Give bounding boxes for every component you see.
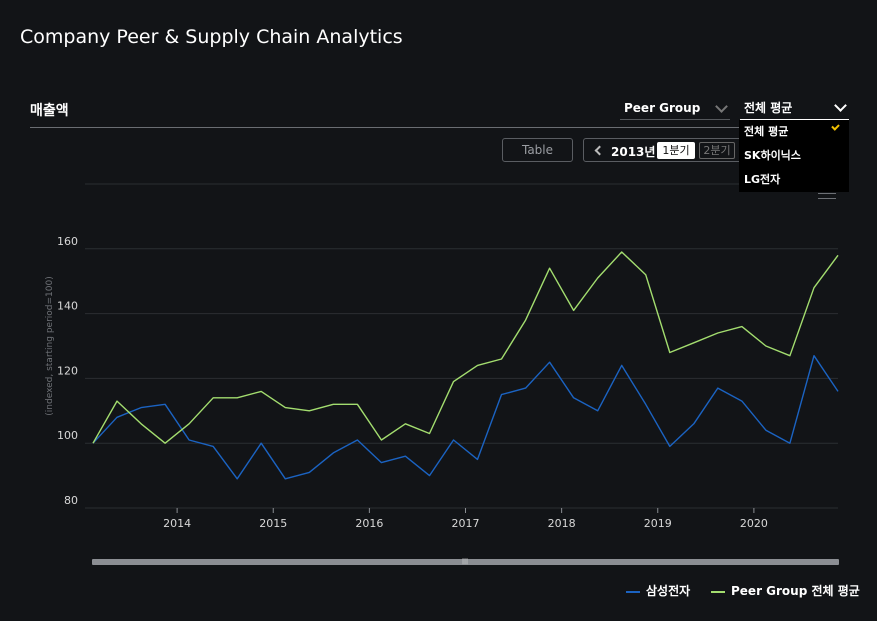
section-title: 매출액: [30, 103, 69, 119]
scroll-grip-icon[interactable]: |||: [461, 558, 469, 565]
x-tick-label: 2014: [163, 517, 191, 530]
y-tick-label: 100: [57, 429, 78, 442]
dropdown-option-lg[interactable]: LG전자: [739, 168, 849, 192]
header-divider: [30, 127, 849, 128]
dropdown-option-label: 전체 평균: [744, 125, 789, 138]
check-icon: [831, 122, 840, 131]
series-line-1[interactable]: [92, 355, 839, 480]
app-title: Company Peer & Supply Chain Analytics: [20, 26, 403, 48]
legend-item-series-1[interactable]: 삼성전자: [626, 583, 690, 599]
legend-item-series-2[interactable]: Peer Group 전체 평균: [711, 583, 860, 599]
legend-swatch: [626, 590, 640, 593]
y-tick-label: 120: [57, 364, 78, 377]
y-tick-label: 80: [64, 494, 78, 507]
quarter-1-button[interactable]: 1분기: [657, 142, 695, 159]
x-tick-label: 2020: [740, 517, 768, 530]
series-line-2[interactable]: [92, 251, 839, 444]
y-tick-label: 140: [57, 300, 78, 313]
x-tick-label: 2018: [548, 517, 576, 530]
y-axis-label: (indexed, starting period=100): [45, 276, 55, 415]
average-select[interactable]: 전체 평균: [740, 96, 849, 120]
y-tick-label: 160: [57, 235, 78, 248]
table-button[interactable]: Table: [502, 138, 573, 162]
dropdown-option-label: SK하이닉스: [744, 149, 801, 162]
peer-group-select[interactable]: Peer Group: [620, 96, 730, 120]
legend-label: 삼성전자: [646, 584, 691, 598]
x-tick-label: 2019: [644, 517, 672, 530]
x-tick-label: 2016: [355, 517, 383, 530]
legend-swatch: [711, 590, 725, 593]
period-year: 2013년: [611, 145, 656, 159]
dropdown-option-sk-hynix[interactable]: SK하이닉스: [739, 144, 849, 168]
dropdown-option-all-average[interactable]: 전체 평균: [739, 120, 849, 144]
chart-scrollbar[interactable]: |||: [92, 559, 839, 565]
quarter-2-button[interactable]: 2분기: [699, 142, 735, 159]
average-dropdown-menu: 전체 평균 SK하이닉스 LG전자: [739, 120, 849, 192]
peer-group-select-label: Peer Group: [624, 101, 701, 115]
x-tick-label: 2015: [259, 517, 287, 530]
legend-label: Peer Group 전체 평균: [731, 584, 860, 598]
average-select-label: 전체 평균: [744, 101, 793, 115]
x-tick-label: 2017: [452, 517, 480, 530]
dropdown-option-label: LG전자: [744, 173, 781, 186]
